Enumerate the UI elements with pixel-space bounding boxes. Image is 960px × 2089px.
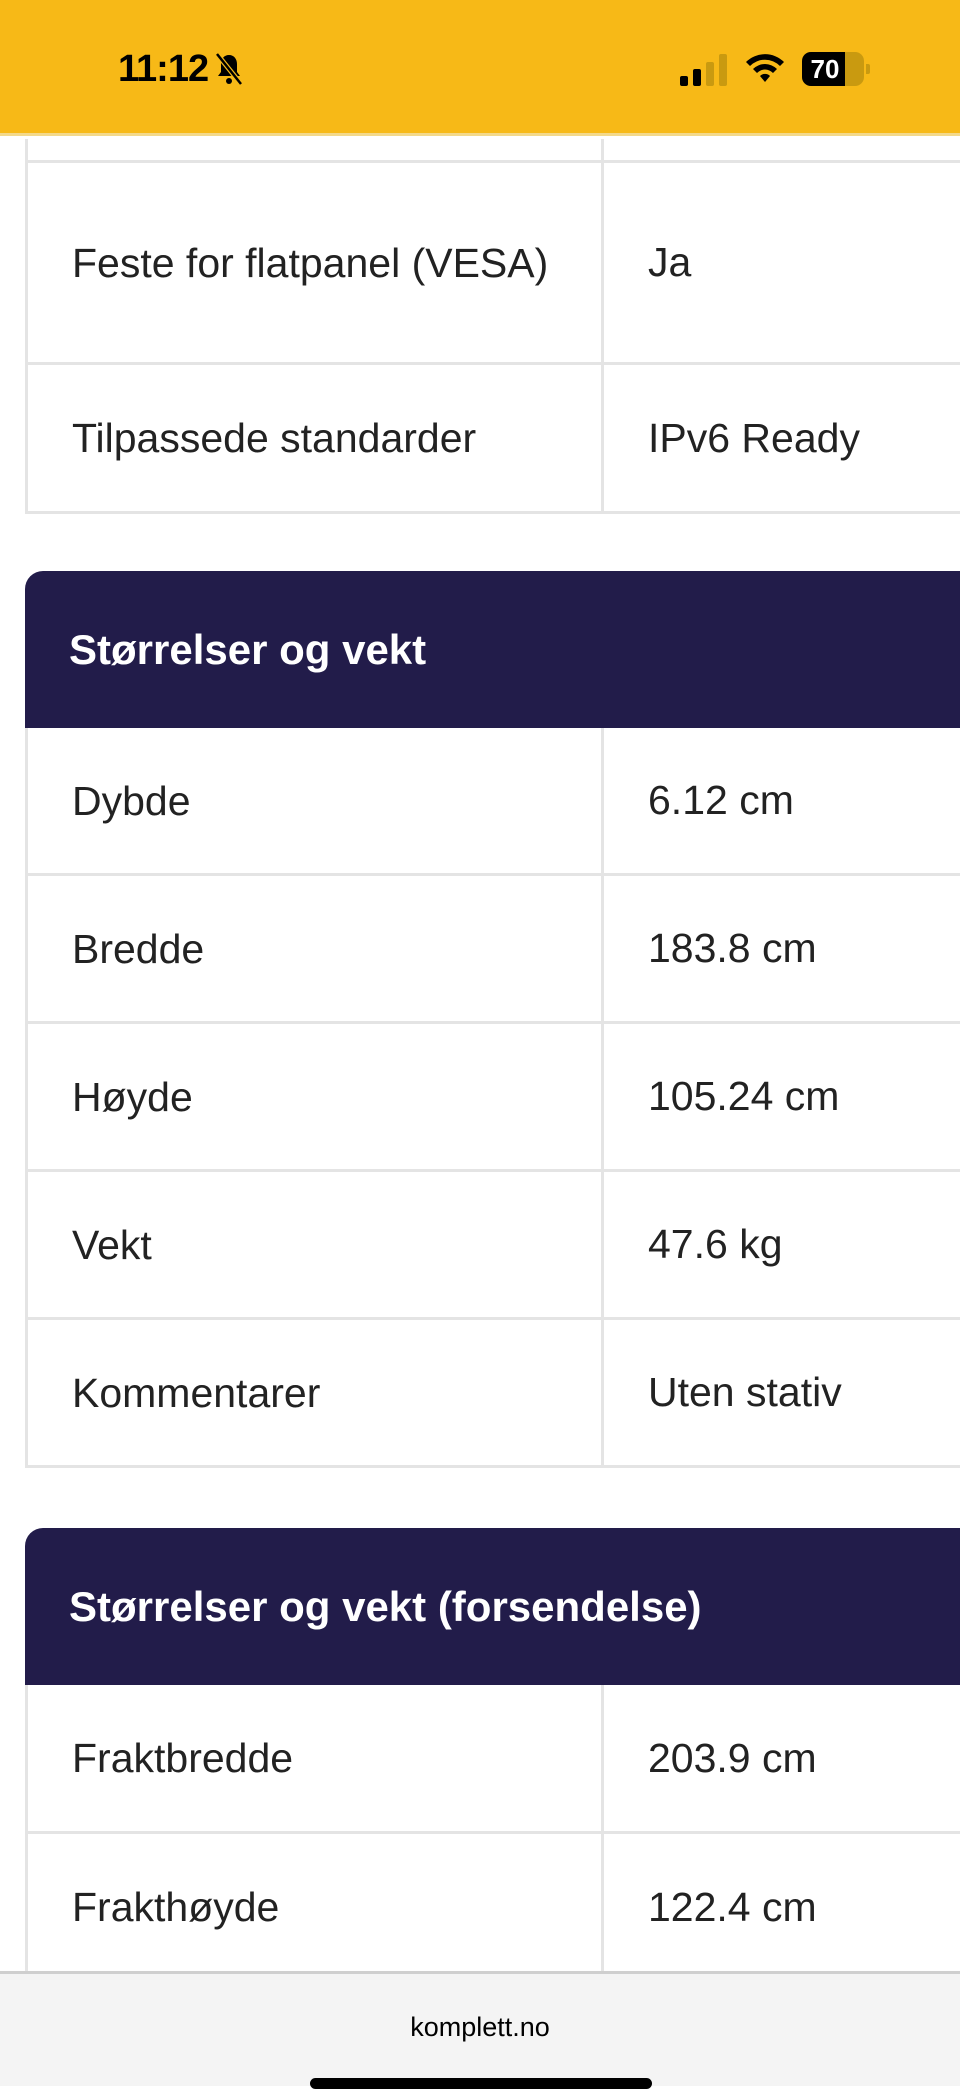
spec-label: Fraktbredde — [28, 1685, 604, 1831]
spec-value: 122.4 cm — [648, 1883, 817, 1930]
section-header: Størrelser og vekt — [25, 571, 960, 728]
table-row: Tilpassede standarder IPv6 Ready — [28, 365, 960, 514]
table-row: Bredde 183.8 cm — [28, 876, 960, 1024]
table-row: Feste for flatpanel (VESA) Ja — [28, 163, 960, 365]
table-row: Høyde 105.24 cm — [28, 1024, 960, 1172]
browser-bottom-bar: komplett.no — [0, 1971, 960, 2089]
table-row: Kommentarer Uten stativ — [28, 1320, 960, 1468]
spec-label: Tilpassede standarder — [28, 365, 604, 511]
section-header: Størrelser og vekt (forsendelse) — [25, 1528, 960, 1685]
spec-value: Uten stativ — [648, 1369, 842, 1415]
table-row: Fraktbredde 203.9 cm — [28, 1685, 960, 1834]
spec-label: Vekt — [28, 1172, 604, 1317]
status-bar: 11:12 70 — [0, 0, 960, 136]
cellular-signal-icon — [680, 54, 727, 86]
spec-value: IPv6 Ready — [648, 414, 860, 461]
spec-value: 203.9 cm — [648, 1734, 817, 1781]
spec-label: Bredde — [28, 876, 604, 1021]
spec-label: Frakthøyde — [28, 1834, 604, 1980]
table-row: Vekt 47.6 kg — [28, 1172, 960, 1320]
spec-label: Dybde — [28, 728, 604, 873]
spec-value: 6.12 cm — [648, 777, 794, 823]
spec-table-top: Feste for flatpanel (VESA) Ja Tilpassede… — [25, 139, 960, 514]
spec-label: Høyde — [28, 1024, 604, 1169]
battery-icon: 70 — [802, 52, 870, 86]
table-row: Frakthøyde 122.4 cm — [28, 1834, 960, 1983]
table-row: Dybde 6.12 cm — [28, 728, 960, 876]
spec-label: Kommentarer — [28, 1320, 604, 1465]
spec-table-dimensions: Dybde 6.12 cm Bredde 183.8 cm Høyde 105.24 … — [25, 728, 960, 1468]
spec-label: Feste for flatpanel (VESA) — [28, 163, 604, 362]
url-bar[interactable]: komplett.no — [410, 2012, 550, 2042]
spec-value: 105.24 cm — [648, 1073, 840, 1119]
bell-slash-icon — [215, 52, 243, 86]
home-indicator[interactable] — [310, 2078, 652, 2089]
spec-value: Ja — [648, 239, 692, 285]
wifi-icon — [746, 54, 784, 82]
spec-table-shipping: Fraktbredde 203.9 cm Frakthøyde 122.4 cm — [25, 1685, 960, 1983]
table-row — [28, 139, 960, 163]
spec-value: 183.8 cm — [648, 925, 817, 971]
clock: 11:12 — [118, 48, 209, 90]
spec-value: 47.6 kg — [648, 1221, 783, 1267]
battery-level: 70 — [810, 54, 840, 84]
